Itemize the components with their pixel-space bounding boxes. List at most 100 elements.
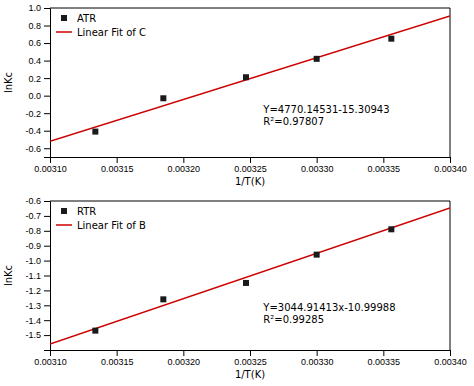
y-tick: 0.2 <box>28 73 50 83</box>
y-axis-line <box>44 9 51 158</box>
annotation: Y=3044.91413x-10.99988R²=0.99285 <box>262 302 395 325</box>
scatter-point <box>243 74 249 80</box>
frame-top <box>50 201 450 202</box>
annotation-line: Y=3044.91413x-10.99988 <box>262 302 395 313</box>
x-tick-mark <box>183 350 184 356</box>
x-axis-line <box>51 158 451 164</box>
y-tick-label: 0.6 <box>28 38 41 48</box>
y-tick-label: -0.7 <box>25 211 41 221</box>
y-tick-mark <box>44 148 50 149</box>
frame-top <box>50 8 450 9</box>
x-tick-label: 0.00340 <box>434 164 467 174</box>
x-tick: 0.00310 <box>34 350 67 367</box>
legend: ATR Linear Fit of C <box>56 13 146 38</box>
y-tick: -0.9 <box>25 241 50 251</box>
scatter-point <box>160 296 166 302</box>
x-tick-mark <box>450 157 451 163</box>
y-axis: -1.5-1.4-1.3-1.2-1.1-1.0-0.9-0.8-0.7-0.6 <box>25 196 50 350</box>
y-tick-mark <box>44 305 50 306</box>
y-tick-mark <box>44 131 50 132</box>
scatter-point <box>388 226 394 232</box>
x-tick-label: 0.00310 <box>34 357 67 367</box>
x-axis: 0.003100.003150.003200.003250.003300.003… <box>34 157 467 174</box>
legend-item: RTR <box>61 206 96 217</box>
x-axis-title: 1/T(K) <box>235 369 265 380</box>
panel: 0.00310 0.00315 0.00320 0.00325 0.00330 0.003… <box>3 196 467 380</box>
panel: 0.003100.003150.003200.003250.003300.003… <box>3 3 467 187</box>
x-tick-label: 0.00315 <box>101 357 134 367</box>
y-tick: 0.0 <box>28 91 50 101</box>
y-tick-mark <box>44 26 50 27</box>
y-axis-title: lnKc <box>3 72 14 93</box>
y-tick-label: -0.8 <box>25 226 41 236</box>
legend-label: Linear Fit of B <box>77 220 146 231</box>
y-tick: -1.5 <box>25 330 50 340</box>
annotation-line: R²=0.99285 <box>263 314 324 325</box>
y-tick-label: -0.6 <box>25 196 41 206</box>
x-tick-mark <box>250 350 251 356</box>
y-tick: -0.6 <box>25 144 50 154</box>
y-tick-mark <box>44 43 50 44</box>
y-tick-label: -1.4 <box>25 316 41 326</box>
y-tick: 0.4 <box>28 56 50 66</box>
fit-line <box>50 208 450 344</box>
legend-swatch <box>61 15 67 21</box>
y-tick-label: -0.6 <box>25 144 41 154</box>
x-tick-mark <box>450 350 451 356</box>
x-tick-label: 0.00320 <box>168 357 201 367</box>
y-tick-mark <box>44 216 50 217</box>
legend-item: ATR <box>61 13 96 24</box>
x-tick: 0.00335 <box>368 157 401 174</box>
scatter-point <box>92 129 98 135</box>
x-axis-title: 1/T(K) <box>235 176 265 187</box>
y-tick: -0.7 <box>25 211 50 221</box>
x-tick: 0.00315 <box>101 157 134 174</box>
legend-label: ATR <box>77 13 96 24</box>
annotation-line: R²=0.97807 <box>263 116 324 127</box>
x-tick-label: 0.00325 <box>234 357 267 367</box>
x-tick-label: 0.00335 <box>368 164 401 174</box>
y-tick-label: 0.0 <box>28 91 41 101</box>
y-tick-mark <box>44 320 50 321</box>
plot-area <box>50 208 450 344</box>
scatter-point <box>92 328 98 334</box>
y-tick-label: 0.2 <box>28 73 41 83</box>
x-tick-mark <box>117 350 118 356</box>
y-tick: -0.8 <box>25 226 50 236</box>
y-tick: -0.2 <box>25 109 50 119</box>
y-tick: -0.6 <box>25 196 50 206</box>
y-tick-mark <box>44 8 50 9</box>
x-tick-mark <box>383 157 384 163</box>
y-tick-label: -0.4 <box>25 126 41 136</box>
y-axis-title: lnKc <box>3 265 14 286</box>
x-tick-label: 0.00325 <box>234 164 267 174</box>
y-tick-mark <box>44 246 50 247</box>
y-tick-label: 1.0 <box>28 3 41 13</box>
y-tick-label: -0.9 <box>25 241 41 251</box>
x-tick: 0.00310 <box>34 157 67 174</box>
y-tick: -1.1 <box>25 271 50 281</box>
y-tick-mark <box>44 231 50 232</box>
y-tick-label: 0.4 <box>28 56 41 66</box>
y-tick-mark <box>44 201 50 202</box>
x-tick: 0.00330 <box>301 350 334 367</box>
y-tick: 0.8 <box>28 21 50 31</box>
y-axis-line <box>44 202 51 351</box>
x-tick-mark <box>383 350 384 356</box>
scatter-point <box>388 36 394 42</box>
y-axis: -0.6 -0.4 -0.2 0.0 0.2 0.4 0.6 0.8 1.0 <box>25 3 50 157</box>
x-tick-mark <box>317 350 318 356</box>
x-tick-label: 0.00320 <box>168 164 201 174</box>
fit-line <box>50 16 450 141</box>
x-tick: 0.00315 <box>101 350 134 367</box>
legend-item: Linear Fit of B <box>56 220 146 231</box>
y-tick-label: -0.2 <box>25 109 41 119</box>
x-tick-label: 0.00340 <box>434 357 467 367</box>
y-tick: -1.4 <box>25 316 50 326</box>
legend-label: Linear Fit of C <box>77 27 146 38</box>
y-tick-mark <box>44 78 50 79</box>
y-tick: -0.4 <box>25 126 50 136</box>
x-tick-mark <box>250 157 251 163</box>
scatter-point <box>243 280 249 286</box>
x-axis-line <box>51 351 451 357</box>
